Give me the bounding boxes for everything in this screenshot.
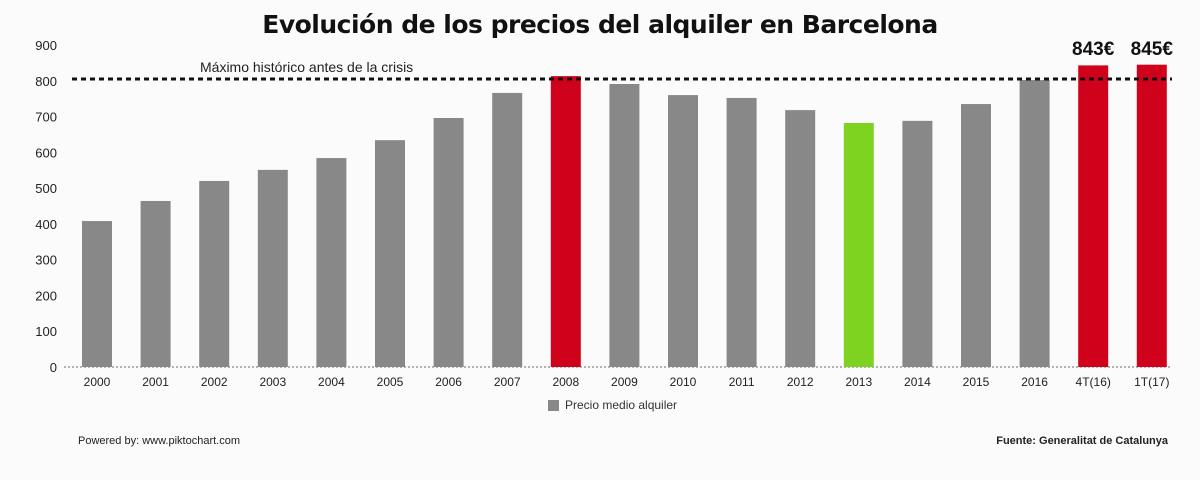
- bar-2013: [843, 122, 874, 368]
- bar-2002: [199, 180, 230, 367]
- y-tick-label: 0: [50, 360, 57, 375]
- data-label: 843€: [1072, 39, 1115, 60]
- chart-title: Evolución de los precios del alquiler en…: [262, 10, 938, 39]
- x-tick-label: 1T(17): [1134, 375, 1169, 389]
- y-tick-label: 300: [35, 253, 57, 268]
- y-tick-label: 400: [35, 217, 57, 232]
- bar-2014: [902, 120, 933, 367]
- y-tick-label: 700: [35, 110, 57, 125]
- legend: Precio medio alquiler: [548, 398, 677, 412]
- x-tick-label: 2012: [787, 375, 814, 389]
- y-tick-label: 100: [35, 324, 57, 339]
- reference-line-label: Máximo histórico antes de la crisis: [200, 59, 413, 75]
- bar-2012: [785, 110, 816, 368]
- x-tick-label: 2009: [611, 375, 638, 389]
- bar-2004: [316, 158, 347, 367]
- bar-2005: [375, 140, 405, 367]
- x-tick-label: 2006: [435, 375, 462, 389]
- bar-2007: [492, 92, 523, 367]
- x-tick-label: 2003: [259, 375, 286, 389]
- x-tick-label: 2011: [729, 375, 755, 389]
- y-tick-label: 900: [35, 38, 57, 53]
- x-tick-label: 2008: [552, 375, 579, 389]
- bar-2000: [82, 221, 112, 367]
- x-tick-label: 2010: [670, 375, 697, 389]
- bar-2009: [609, 83, 640, 368]
- x-tick-label: 2000: [84, 375, 111, 389]
- bar-2006: [433, 117, 464, 367]
- powered-by-text: Powered by: www.piktochart.com: [78, 435, 241, 447]
- source-text: Fuente: Generalitat de Catalunya: [996, 435, 1168, 447]
- y-tick-label: 600: [35, 145, 57, 160]
- legend-swatch: [548, 399, 559, 411]
- x-tick-label: 2005: [377, 375, 404, 389]
- bar-2016: [1019, 80, 1050, 367]
- bar-2015: [961, 104, 991, 368]
- data-label: 845€: [1131, 39, 1174, 60]
- y-tick-label: 800: [35, 74, 57, 89]
- y-tick-label: 200: [35, 288, 57, 303]
- bar-4T(16): [1078, 65, 1109, 367]
- x-tick-label: 2007: [494, 375, 521, 389]
- x-tick-label: 2015: [963, 375, 990, 389]
- x-tick-label: 2014: [904, 375, 931, 389]
- bar-2008: [550, 76, 581, 368]
- x-tick-label: 2004: [318, 375, 345, 389]
- x-tick-label: 4T(16): [1076, 375, 1111, 389]
- bar-2010: [668, 95, 698, 367]
- bar-2011: [726, 97, 757, 367]
- x-tick-label: 2016: [1021, 375, 1048, 389]
- x-tick-label: 2013: [845, 375, 872, 389]
- x-tick-label: 2002: [201, 375, 228, 389]
- y-tick-label: 500: [35, 181, 57, 196]
- x-tick-label: 2001: [142, 375, 169, 389]
- bar-2003: [257, 169, 288, 367]
- bar-2001: [140, 200, 171, 367]
- legend-label: Precio medio alquiler: [565, 398, 678, 412]
- bar-1T(17): [1136, 64, 1167, 367]
